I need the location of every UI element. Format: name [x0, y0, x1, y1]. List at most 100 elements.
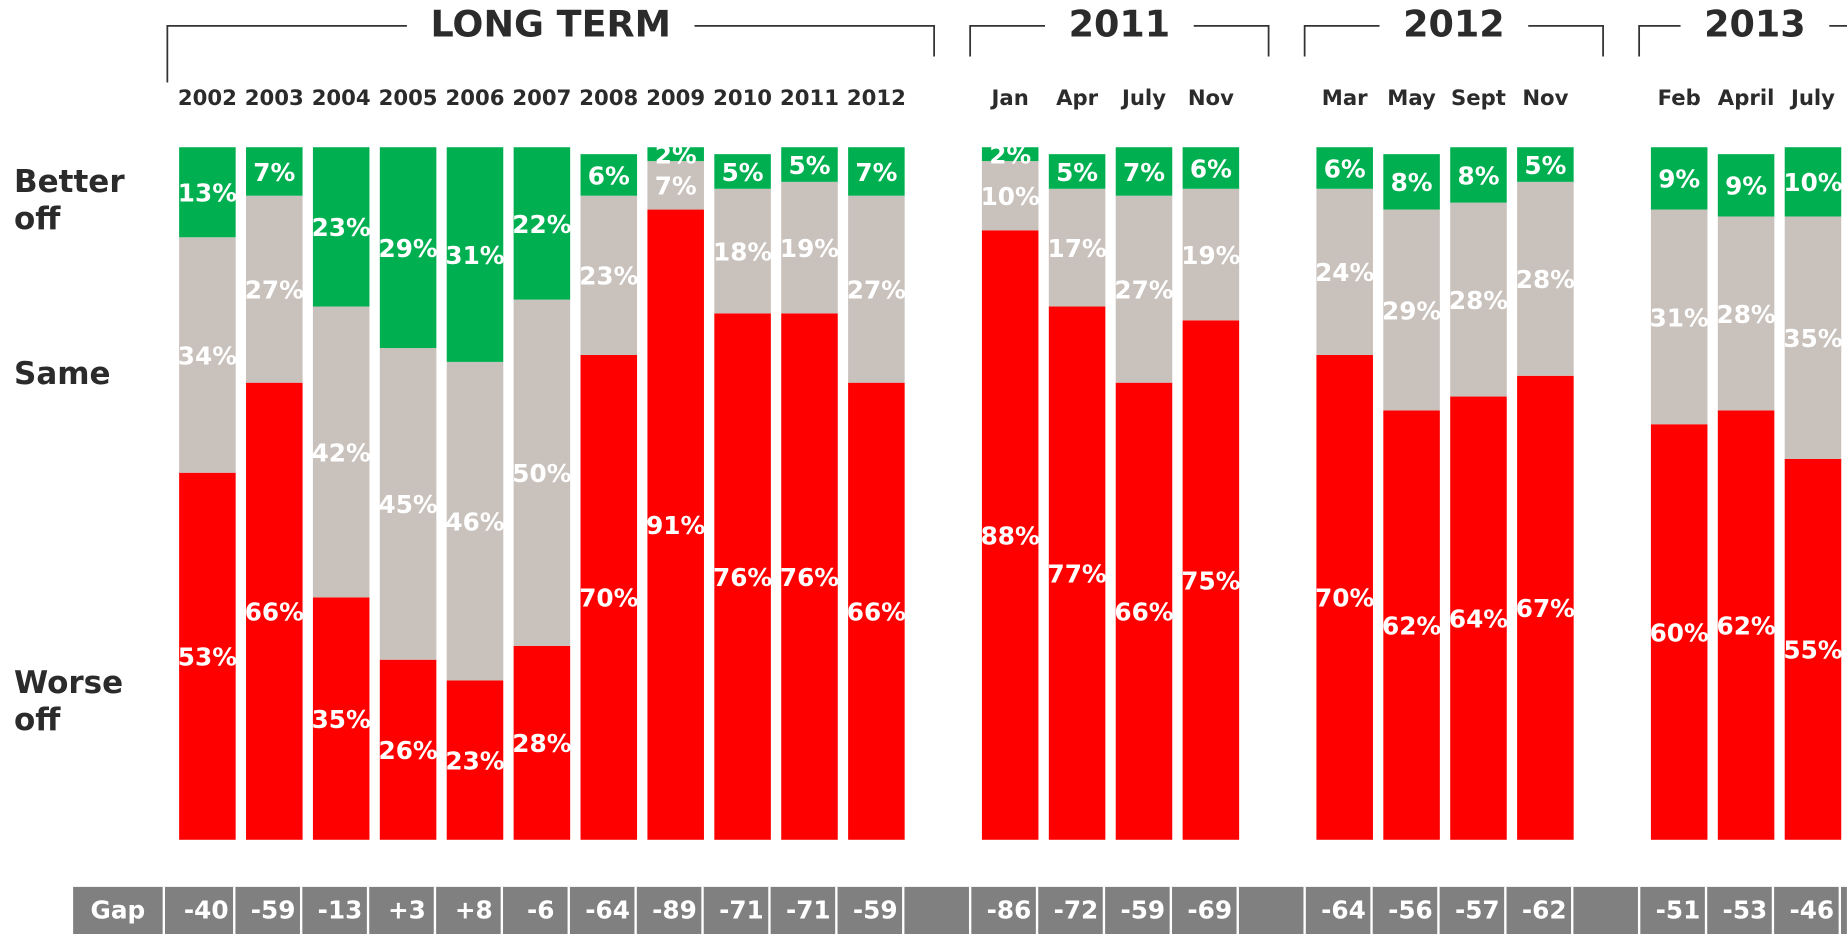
group-bracket — [166, 25, 407, 83]
data-label: 67% — [1516, 594, 1575, 623]
data-label: 29% — [379, 234, 438, 263]
bar-segment — [981, 147, 1039, 162]
bar-segment — [312, 597, 370, 840]
bar-segment — [1048, 306, 1106, 840]
x-tick-label: July — [1120, 85, 1166, 110]
data-label: 5% — [1056, 158, 1098, 187]
bar-segment — [1650, 424, 1708, 840]
data-label: 28% — [512, 729, 571, 758]
group-bracket — [694, 25, 935, 57]
data-label: 5% — [789, 151, 831, 180]
bar-segment — [513, 645, 571, 840]
data-label: 66% — [245, 598, 304, 627]
data-label: 28% — [1716, 300, 1775, 329]
gap-value: -59 — [1120, 896, 1165, 925]
gap-value: -6 — [527, 896, 554, 925]
bar-segment — [1383, 209, 1440, 411]
bar-segment — [781, 181, 838, 314]
gap-value: -59 — [853, 896, 898, 925]
data-label: 77% — [1047, 559, 1106, 588]
x-tick-label: July — [1789, 85, 1835, 110]
data-label: 88% — [981, 521, 1040, 550]
x-tick-label: 2009 — [646, 85, 705, 110]
data-label: 24% — [1315, 258, 1374, 287]
bar-segment — [1182, 320, 1240, 840]
data-label: 23% — [579, 262, 638, 291]
bar-segment — [848, 195, 905, 383]
data-label: 46% — [445, 508, 504, 537]
group-bracket — [1303, 25, 1380, 57]
x-tick-label: 2005 — [379, 85, 438, 110]
group-bracket — [1638, 25, 1681, 57]
data-label: 35% — [1783, 324, 1842, 353]
gap-value: -71 — [786, 896, 831, 925]
gap-value: -62 — [1522, 896, 1567, 925]
bar-segment — [1383, 410, 1440, 840]
data-label: 70% — [1315, 584, 1374, 613]
data-label: 66% — [1114, 598, 1173, 627]
x-tick-label: Mar — [1322, 85, 1368, 110]
bar-segment — [1784, 147, 1842, 217]
data-label: 27% — [847, 276, 906, 305]
bar-segment — [1650, 209, 1708, 425]
bar-segment — [1048, 154, 1106, 189]
group-bracket — [1528, 25, 1604, 57]
bar-segment — [312, 306, 370, 598]
x-tick-label: 2006 — [445, 85, 504, 110]
group-bracket — [1193, 25, 1270, 57]
row-label: Better off — [14, 164, 125, 237]
gap-label: Gap — [91, 896, 146, 925]
x-tick-label: 2007 — [512, 85, 571, 110]
bar-segment — [1784, 458, 1842, 840]
gap-value: +3 — [388, 896, 426, 925]
bar-segment — [1182, 188, 1240, 321]
gap-value: -72 — [1054, 896, 1099, 925]
data-label: 64% — [1449, 605, 1508, 634]
group-title: 2012 — [1403, 2, 1505, 45]
data-label: 28% — [1516, 265, 1575, 294]
bar-segment — [513, 147, 571, 300]
row-label: Worse off — [14, 665, 124, 738]
bar-segment — [981, 161, 1039, 231]
data-label: 31% — [1650, 303, 1709, 332]
bar-segment — [179, 147, 236, 238]
gap-value: -40 — [184, 896, 229, 925]
bar-segment — [781, 313, 838, 840]
x-tick-label: Feb — [1658, 85, 1701, 110]
data-label: 91% — [646, 511, 705, 540]
data-label: 26% — [379, 736, 438, 765]
bar-segment — [848, 147, 905, 196]
gap-value: -71 — [719, 896, 764, 925]
bar-segment — [246, 147, 303, 196]
gap-value: -53 — [1723, 896, 1768, 925]
data-label: 55% — [1783, 636, 1842, 665]
data-label: 50% — [512, 459, 571, 488]
x-tick-label: Jan — [990, 85, 1029, 110]
data-label: 76% — [713, 563, 772, 592]
gap-value: -89 — [652, 896, 697, 925]
bar-segment — [246, 382, 303, 840]
data-label: 7% — [855, 158, 897, 187]
x-tick-label: 2012 — [847, 85, 906, 110]
gap-value: -64 — [1321, 896, 1366, 925]
data-label: 70% — [579, 584, 638, 613]
bar-segment — [1517, 147, 1574, 182]
x-tick-label: 2003 — [245, 85, 304, 110]
data-label: 9% — [1725, 172, 1767, 201]
bar-segment — [1517, 181, 1574, 376]
bar-segment — [848, 382, 905, 840]
bar-segment — [580, 354, 638, 840]
gap-value: -69 — [1187, 896, 1232, 925]
bar-segment — [1316, 354, 1373, 840]
data-label: 18% — [713, 237, 772, 266]
bar-segment — [1316, 147, 1373, 189]
group-title: LONG TERM — [430, 2, 670, 45]
x-tick-label: 2011 — [780, 85, 839, 110]
bar-segment — [647, 209, 704, 840]
data-label: 13% — [178, 179, 237, 208]
x-tick-label: April — [1718, 85, 1775, 110]
bar-segment — [379, 147, 437, 349]
bar-segment — [580, 195, 638, 355]
